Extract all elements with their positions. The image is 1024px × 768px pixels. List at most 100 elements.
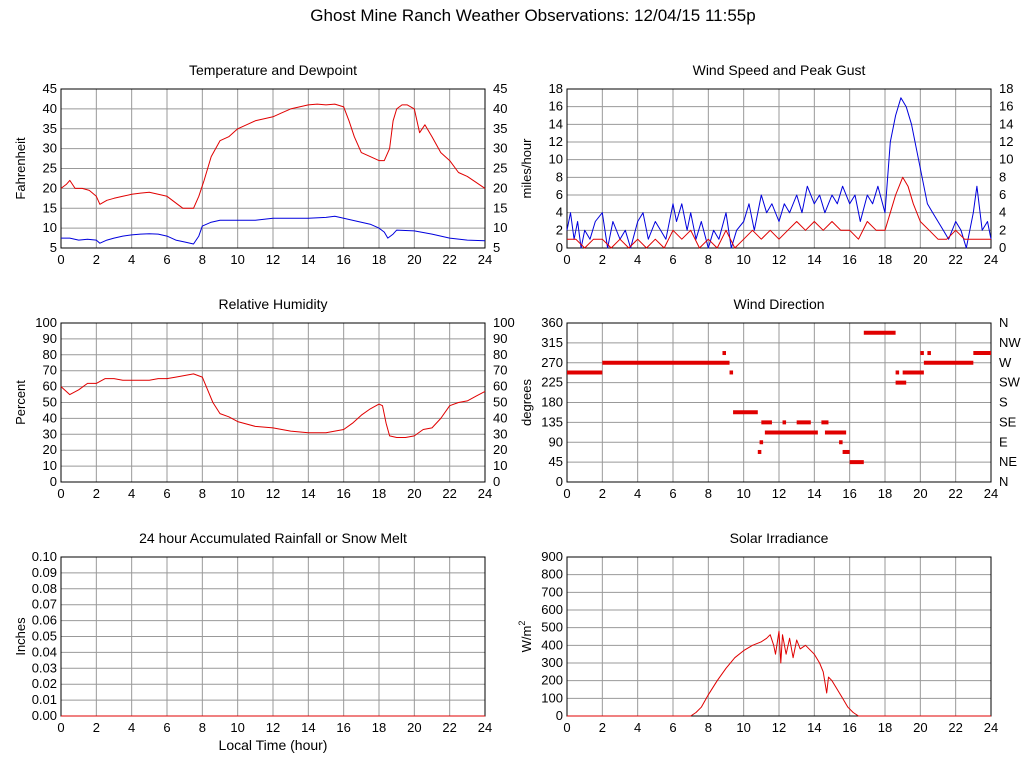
y-tick-label: 315 [541,335,563,350]
y-axis-label: Percent [13,380,28,425]
x-tick-label: 0 [57,486,64,501]
y-tick-label: 30 [43,426,57,441]
x-tick-label: 18 [878,720,892,735]
y-tick-label-right: 45 [493,81,507,96]
x-tick-label: 2 [93,720,100,735]
y-tick-label: 0.07 [32,597,57,612]
page-title: Ghost Mine Ranch Weather Observations: 1… [310,6,756,25]
series-line-red [567,176,991,249]
y-tick-label: 90 [549,434,563,449]
compass-label: SW [999,375,1021,390]
series-line-red [60,103,486,209]
x-tick-label: 16 [842,720,856,735]
x-tick-label: 0 [563,720,570,735]
y-tick-label: 16 [549,99,563,114]
y-tick-label: 180 [541,395,563,410]
x-tick-label: 14 [807,486,821,501]
y-axis-label: W/m2 [517,621,534,653]
x-tick-label: 24 [478,486,492,501]
x-tick-label: 6 [163,720,170,735]
compass-label: E [999,434,1008,449]
x-tick-label: 18 [878,252,892,267]
x-tick-label: 16 [842,252,856,267]
compass-label: N [999,474,1008,489]
x-tick-label: 16 [842,486,856,501]
plot-frame [566,322,992,483]
y-tick-label-right: 40 [493,410,507,425]
y-tick-label-right: 90 [493,331,507,346]
y-tick-label: 60 [43,379,57,394]
y-tick-label: 20 [43,180,57,195]
y-tick-label: 50 [43,395,57,410]
x-tick-label: 4 [634,252,641,267]
plot-frame [566,556,992,717]
x-tick-label: 22 [442,486,456,501]
y-tick-label-right: 80 [493,347,507,362]
compass-label: SE [999,414,1017,429]
y-tick-label: 14 [549,116,563,131]
y-tick-label: 800 [541,567,563,582]
x-tick-label: 8 [199,486,206,501]
y-tick-label-right: 30 [493,141,507,156]
y-tick-label: 10 [549,152,563,167]
y-tick-label: 45 [43,81,57,96]
y-tick-label: 500 [541,620,563,635]
x-tick-label: 12 [772,720,786,735]
x-tick-label: 6 [163,486,170,501]
x-tick-label: 20 [407,252,421,267]
y-tick-label-right: 6 [999,187,1006,202]
y-tick-label-right: 2 [999,222,1006,237]
y-tick-label-right: 10 [493,220,507,235]
y-tick-label-right: 5 [493,240,500,255]
y-tick-label: 0 [556,240,563,255]
y-tick-label: 400 [541,637,563,652]
y-tick-label: 12 [549,134,563,149]
y-tick-label: 25 [43,161,57,176]
x-tick-label: 18 [372,252,386,267]
x-tick-label: 12 [266,486,280,501]
y-tick-label: 0 [50,474,57,489]
rainfall-chart: 24 hour Accumulated Rainfall or Snow Mel… [13,530,492,753]
x-tick-label: 24 [984,720,998,735]
series-line-blue [61,215,486,245]
y-tick-label: 0.06 [32,613,57,628]
y-tick-label-right: 0 [999,240,1006,255]
x-tick-label: 0 [563,486,570,501]
y-tick-label: 4 [556,205,563,220]
y-tick-label: 0.08 [32,581,57,596]
y-tick-label: 30 [43,141,57,156]
x-tick-label: 12 [772,486,786,501]
compass-label: NW [999,335,1021,350]
y-tick-label: 40 [43,101,57,116]
x-tick-label: 22 [948,720,962,735]
x-tick-label: 20 [407,720,421,735]
y-axis-label: Inches [13,617,28,656]
x-tick-label: 20 [407,486,421,501]
x-tick-label: 4 [128,486,135,501]
x-tick-label: 14 [807,720,821,735]
x-tick-label: 2 [93,486,100,501]
y-tick-label: 225 [541,375,563,390]
x-tick-label: 8 [199,720,206,735]
x-tick-label: 8 [705,720,712,735]
y-tick-label-right: 0 [493,474,500,489]
x-tick-label: 22 [442,720,456,735]
y-tick-label: 5 [50,240,57,255]
y-tick-label: 18 [549,81,563,96]
x-axis-label: Local Time (hour) [219,737,328,753]
x-tick-label: 4 [128,720,135,735]
x-tick-label: 6 [669,252,676,267]
x-tick-label: 2 [93,252,100,267]
y-tick-label: 600 [541,602,563,617]
y-tick-label-right: 100 [493,315,515,330]
x-tick-label: 0 [563,252,570,267]
series-line-red [567,630,991,717]
y-tick-label: 20 [43,442,57,457]
y-tick-label: 700 [541,584,563,599]
y-tick-label: 900 [541,549,563,564]
